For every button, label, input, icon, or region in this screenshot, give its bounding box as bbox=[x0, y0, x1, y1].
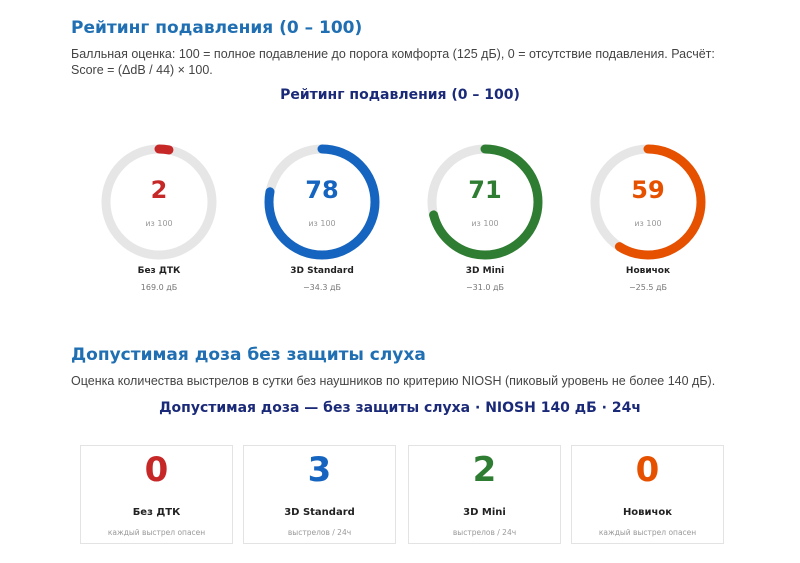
dose-section-title: Допустимая доза без защиты слуха bbox=[71, 345, 426, 365]
dose-card-name: 3D Standard bbox=[284, 507, 355, 518]
gauge-db-value: 169.0 дБ bbox=[140, 283, 178, 292]
gauge-ring bbox=[427, 144, 543, 260]
gauge-out-of-label: из 100 bbox=[308, 219, 336, 228]
gauge-out-of-label: из 100 bbox=[145, 219, 173, 228]
dose-card-name: 3D Mini bbox=[463, 507, 506, 518]
dose-count: 3 bbox=[307, 450, 332, 490]
gauge-score: 59 bbox=[631, 176, 665, 204]
gauge-name: 3D Mini bbox=[465, 266, 505, 276]
dose-count: 0 bbox=[635, 450, 660, 490]
gauge-novichok: 59 из 100 Новичок −25.5 дБ bbox=[586, 140, 710, 300]
gauge-3d-mini: 71 из 100 3D Mini −31.0 дБ bbox=[423, 140, 547, 300]
dose-card-note: выстрелов / 24ч bbox=[452, 528, 517, 537]
dose-card-3d-standard: 3 3D Standard выстрелов / 24ч bbox=[243, 445, 396, 544]
gauge-ring bbox=[264, 144, 380, 260]
dose-section-description: Оценка количества выстрелов в сутки без … bbox=[71, 374, 716, 388]
dose-card-note: выстрелов / 24ч bbox=[287, 528, 352, 537]
dose-count: 0 bbox=[144, 450, 169, 490]
gauge-name: 3D Standard bbox=[290, 266, 354, 276]
rating-section-title: Рейтинг подавления (0 – 100) bbox=[71, 18, 363, 38]
dose-card-name: Без ДТК bbox=[132, 507, 181, 518]
gauge-db-value: −31.0 дБ bbox=[465, 283, 505, 292]
gauge-db-value: −34.3 дБ bbox=[302, 283, 342, 292]
gauge-name: Без ДТК bbox=[137, 266, 181, 276]
dose-card-novichok: 0 Новичок каждый выстрел опасен bbox=[571, 445, 724, 544]
dose-card-name: Новичок bbox=[622, 507, 673, 518]
dose-card-bez-dtk: 0 Без ДТК каждый выстрел опасен bbox=[80, 445, 233, 544]
dose-count: 2 bbox=[472, 450, 497, 490]
rating-chart-title: Рейтинг подавления (0 – 100) bbox=[280, 87, 520, 103]
rating-section-description: Балльная оценка: 100 = полное подавление… bbox=[71, 47, 715, 77]
gauge-out-of-label: из 100 bbox=[634, 219, 662, 228]
gauge-score: 2 bbox=[150, 176, 168, 204]
gauge-name: Новичок bbox=[625, 266, 671, 276]
gauge-3d-standard: 78 из 100 3D Standard −34.3 дБ bbox=[260, 140, 384, 300]
gauge-score: 71 bbox=[468, 176, 502, 204]
gauge-db-value: −25.5 дБ bbox=[628, 283, 668, 292]
gauge-ring bbox=[101, 144, 217, 260]
gauge-bez-dtk: 2 из 100 Без ДТК 169.0 дБ bbox=[97, 140, 221, 300]
dose-card-3d-mini: 2 3D Mini выстрелов / 24ч bbox=[408, 445, 561, 544]
gauge-ring bbox=[590, 144, 706, 260]
gauge-score: 78 bbox=[305, 176, 339, 204]
gauge-out-of-label: из 100 bbox=[471, 219, 499, 228]
dose-card-note: каждый выстрел опасен bbox=[598, 528, 697, 537]
dose-chart-title: Допустимая доза — без защиты слуха · NIO… bbox=[159, 400, 641, 416]
dose-card-note: каждый выстрел опасен bbox=[107, 528, 206, 537]
